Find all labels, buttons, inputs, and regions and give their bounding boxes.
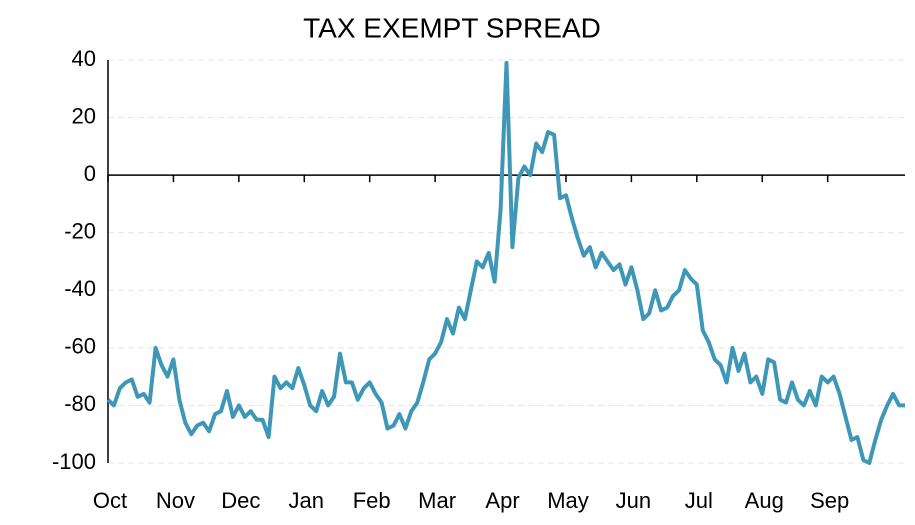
y-tick-label: -100 <box>52 449 96 474</box>
x-tick-label: Apr <box>485 488 519 513</box>
x-tick-label: Feb <box>353 488 391 513</box>
x-tick-label: Mar <box>418 488 456 513</box>
x-tick-label: Jul <box>685 488 713 513</box>
y-tick-label: 40 <box>72 46 96 71</box>
y-tick-label: -60 <box>64 334 96 359</box>
x-tick-label: Jun <box>616 488 651 513</box>
y-tick-label: -40 <box>64 276 96 301</box>
y-tick-label: 20 <box>72 103 96 128</box>
x-tick-label: Oct <box>93 488 127 513</box>
series-line <box>106 60 905 465</box>
x-tick-label: Dec <box>221 488 260 513</box>
x-tick-label: Nov <box>156 488 195 513</box>
y-tick-label: -20 <box>64 219 96 244</box>
x-tick-label: Jan <box>289 488 324 513</box>
y-tick-label: -80 <box>64 391 96 416</box>
x-tick-label: Sep <box>810 488 849 513</box>
x-tick-label: May <box>547 488 589 513</box>
y-tick-label: 0 <box>84 161 96 186</box>
chart-title: TAX EXEMPT SPREAD <box>303 12 601 43</box>
x-tick-label: Aug <box>745 488 784 513</box>
